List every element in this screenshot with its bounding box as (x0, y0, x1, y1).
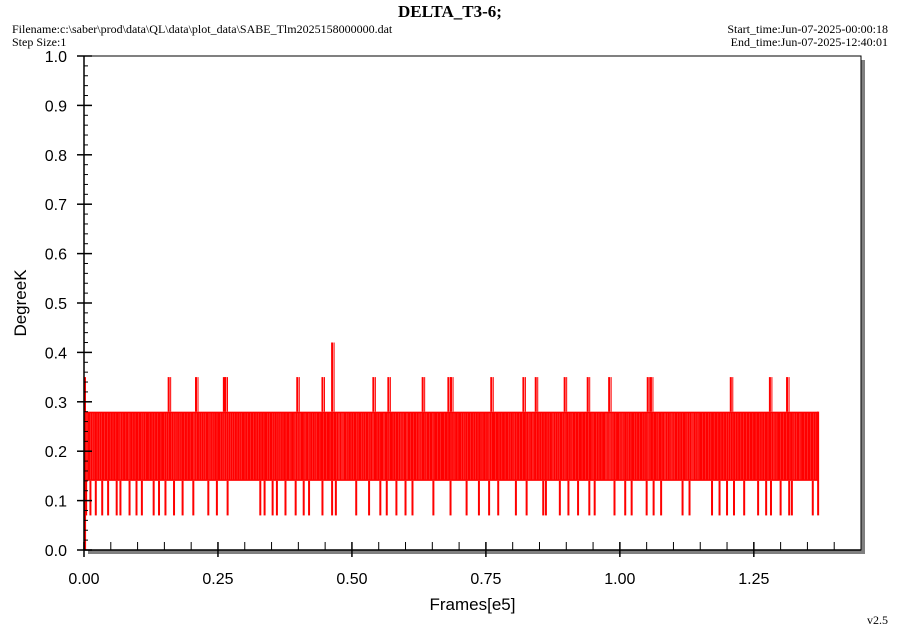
series-group (84, 342, 820, 550)
version-label: v2.5 (867, 613, 888, 627)
y-axis-title: DegreeK (11, 269, 30, 337)
x-tick-label: 0.25 (202, 571, 233, 588)
x-axis-title: Frames[e5] (430, 595, 516, 614)
y-tick-label: 0.6 (45, 247, 67, 264)
y-tick-label: 1.0 (45, 49, 67, 66)
y-tick-label: 0.1 (45, 494, 67, 511)
y-tick-label: 0.9 (45, 98, 67, 115)
end-time-label: End_time:Jun-07-2025-12:40:01 (730, 35, 888, 49)
filename-label: Filename:c:\saber\prod\data\QL\data\plot… (12, 22, 393, 36)
y-tick-label: 0.5 (45, 296, 67, 313)
step-size-label: Step Size:1 (12, 35, 67, 49)
x-tick-label: 1.25 (738, 571, 769, 588)
x-tick-label: 1.00 (604, 571, 635, 588)
start-time-label: Start_time:Jun-07-2025-00:00:18 (727, 22, 888, 36)
chart-title: DELTA_T3-6; (398, 2, 502, 21)
y-tick-label: 0.4 (45, 345, 67, 362)
y-tick-label: 0.7 (45, 197, 67, 214)
x-tick-label: 0.75 (470, 571, 501, 588)
y-tick-label: 0.3 (45, 395, 67, 412)
y-tick-label: 0.2 (45, 444, 67, 461)
y-tick-label: 0.0 (45, 543, 67, 560)
x-tick-label: 0.50 (336, 571, 367, 588)
y-tick-label: 0.8 (45, 148, 67, 165)
x-tick-label: 0.00 (68, 571, 99, 588)
axes-group: 0.0 0.1 0.2 0.3 0.4 0.5 0.6 0.7 0.8 0.9 1.0 0.00 0.2… (45, 49, 861, 588)
file-info: Filename:c:\saber\prod\data\QL\data\plot… (12, 23, 392, 49)
time-info: Start_time:Jun-07-2025-00:00:18 End_time… (727, 23, 888, 49)
